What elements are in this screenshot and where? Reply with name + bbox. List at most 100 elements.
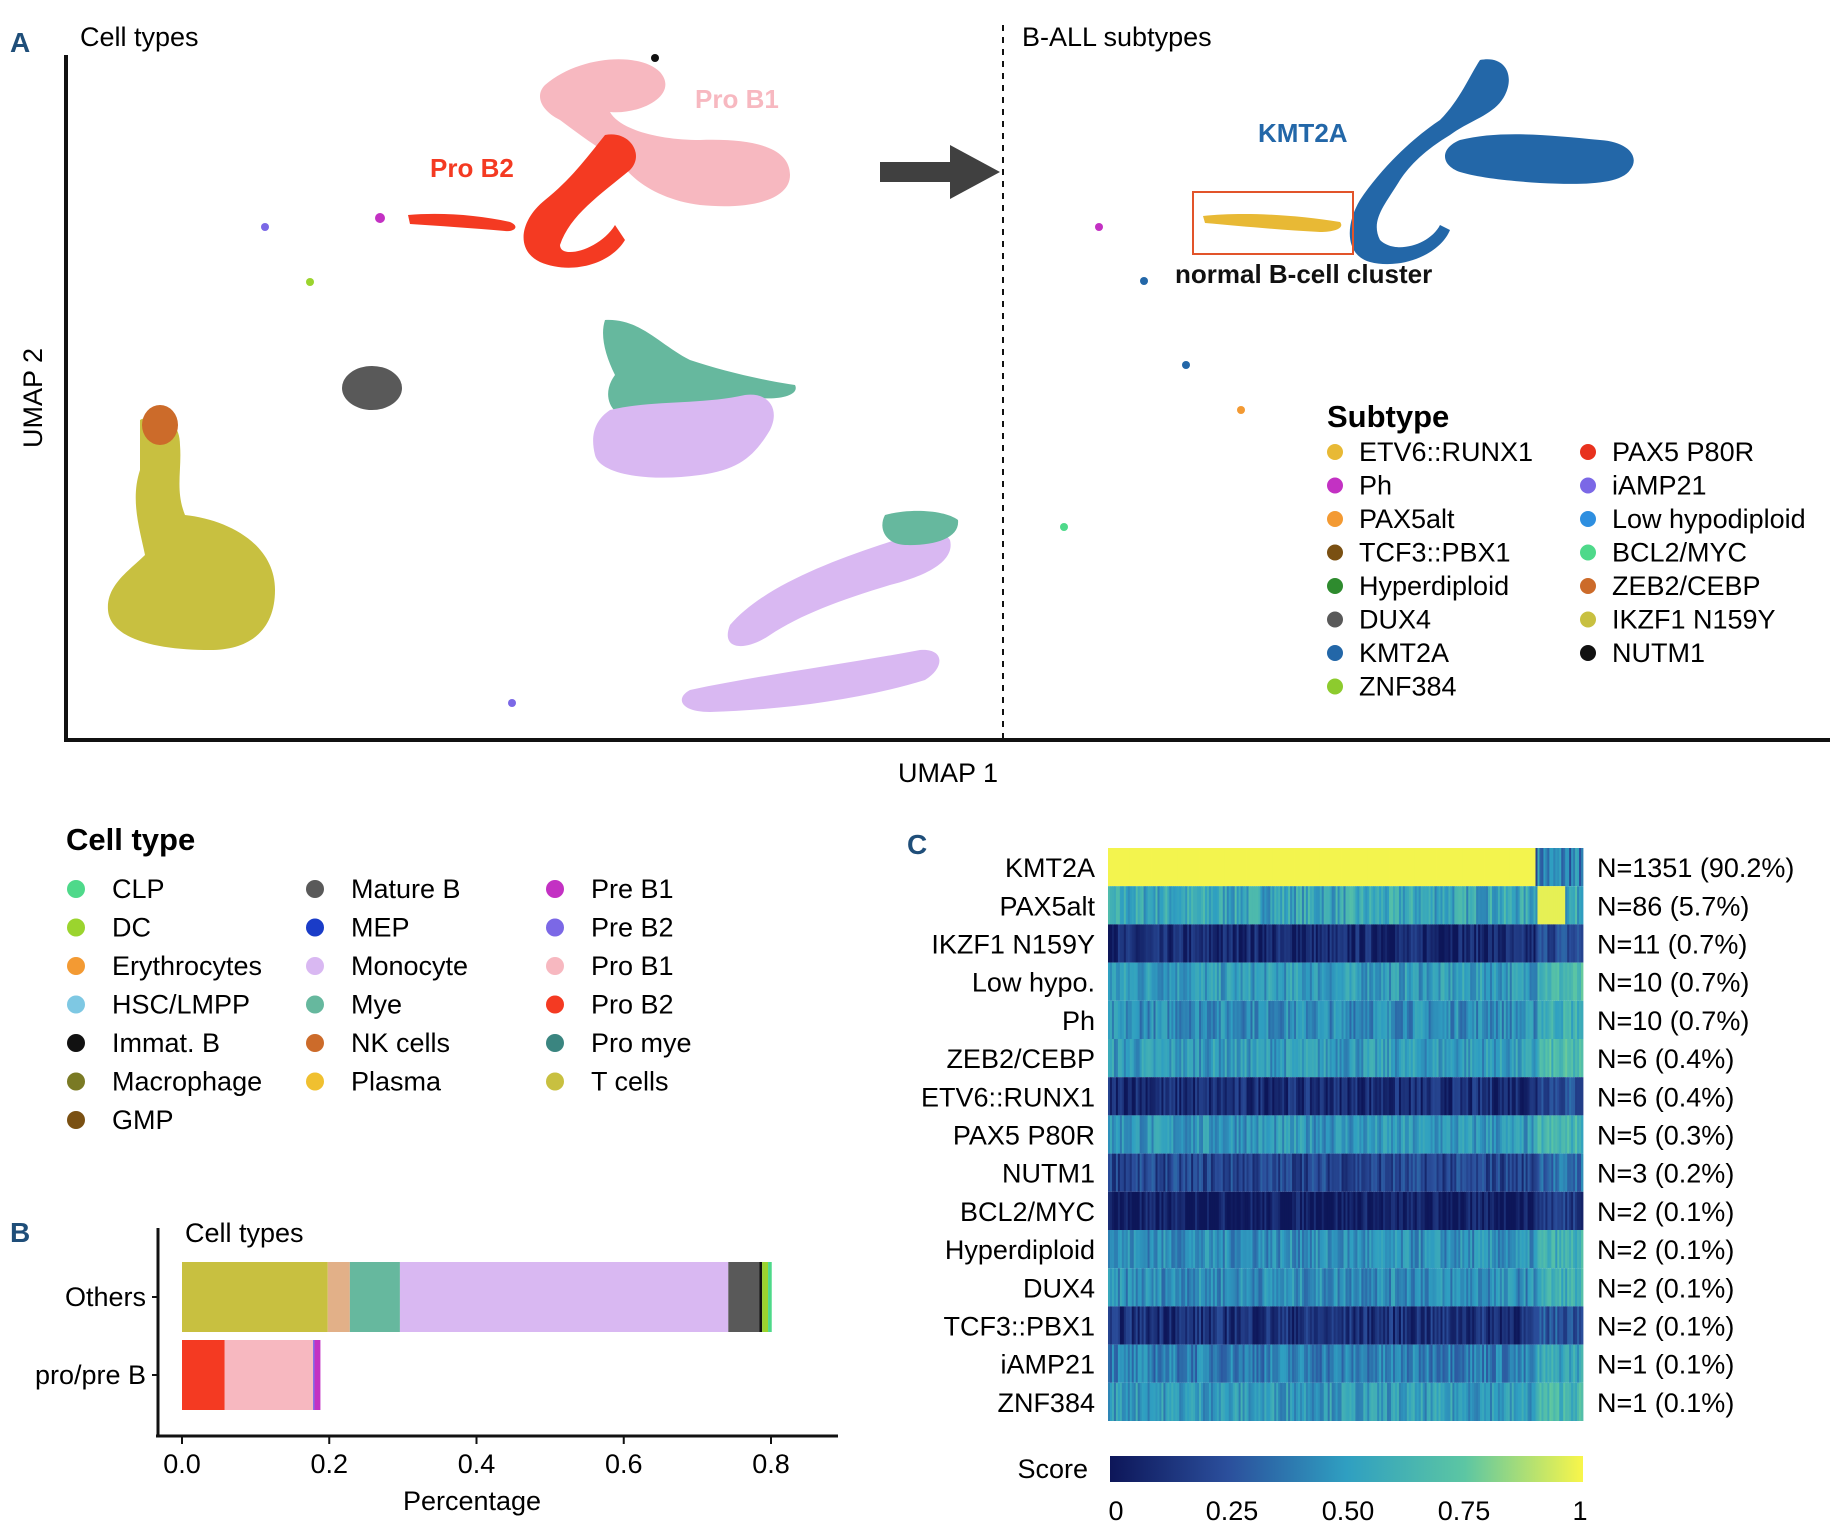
heat-cell (1298, 962, 1301, 1001)
heat-cell (1135, 848, 1139, 887)
heat-cell (1379, 1344, 1382, 1383)
heat-cell (1171, 1115, 1174, 1154)
heat-cell (1264, 886, 1267, 925)
heat-cell (1250, 962, 1253, 1001)
heat-cell (1238, 1344, 1242, 1383)
heat-cell (1422, 1039, 1426, 1078)
heat-cell (1389, 962, 1392, 1001)
heat-cell (1276, 924, 1279, 963)
heat-cell (1238, 1115, 1242, 1154)
heat-cell (1519, 1230, 1523, 1269)
heat-cell (1163, 1306, 1166, 1345)
heat-cell (1335, 1382, 1338, 1421)
heat-cell (1400, 1230, 1404, 1269)
heat-cell (1353, 1230, 1356, 1269)
heat-cell (1519, 1306, 1523, 1345)
heat-cell (1418, 1230, 1422, 1269)
heat-cell (1264, 1230, 1267, 1269)
heat-cell (1305, 924, 1309, 963)
heat-cell (1331, 848, 1335, 887)
heat-cell (1274, 1344, 1277, 1383)
heat-cell (1402, 1382, 1406, 1421)
heat-cell (1262, 886, 1265, 925)
heat-cell (1201, 1344, 1204, 1383)
heat-cell (1400, 924, 1404, 963)
heat-cell (1553, 1039, 1556, 1078)
heat-cell (1159, 962, 1162, 1001)
heat-cell (1187, 1077, 1190, 1116)
heat-cell (1234, 1306, 1238, 1345)
heat-cell (1282, 1000, 1285, 1039)
heat-cell (1569, 924, 1572, 963)
heat-cell (1254, 1039, 1257, 1078)
heat-cell (1288, 1077, 1291, 1116)
heat-cell (1428, 1077, 1432, 1116)
heat-cell (1573, 962, 1576, 1001)
heat-cell (1529, 1230, 1532, 1269)
heat-cell (1581, 886, 1584, 925)
heat-cell (1274, 962, 1277, 1001)
heat-cell (1561, 962, 1564, 1001)
heat-cell (1434, 924, 1437, 963)
heat-cell (1579, 924, 1582, 963)
heat-cell (1197, 1382, 1200, 1421)
heat-cell (1335, 962, 1338, 1001)
heat-cell (1452, 1306, 1455, 1345)
heat-cell (1284, 1306, 1287, 1345)
heat-cell (1119, 848, 1123, 887)
heat-cell (1246, 924, 1249, 963)
heat-cell (1108, 1191, 1111, 1230)
heat-cell (1513, 924, 1517, 963)
heat-cell (1175, 1000, 1178, 1039)
heat-cell (1129, 1382, 1133, 1421)
heat-cell (1456, 1268, 1459, 1307)
heat-cell (1420, 1382, 1424, 1421)
bar-segment (728, 1262, 760, 1332)
heat-cell (1418, 924, 1422, 963)
subtype-swatch (1327, 544, 1343, 561)
heat-cell (1575, 1115, 1578, 1154)
heat-cell (1379, 1382, 1382, 1421)
heat-cell (1537, 886, 1540, 925)
heat-cell (1404, 1344, 1408, 1383)
heat-cell (1371, 1306, 1374, 1345)
heat-cell (1383, 886, 1386, 925)
heat-cell (1509, 1230, 1513, 1269)
heat-cell (1575, 1344, 1578, 1383)
heat-cell (1117, 962, 1121, 1001)
heat-cell (1216, 886, 1220, 925)
heat-cell (1394, 962, 1398, 1001)
heat-cell (1420, 848, 1424, 887)
heat-cell (1183, 1191, 1186, 1230)
heat-cell (1418, 886, 1422, 925)
bar-segment (182, 1262, 328, 1332)
heat-cell (1499, 1115, 1503, 1154)
heat-cell (1505, 1306, 1509, 1345)
heat-cell (1197, 962, 1200, 1001)
heat-cell (1183, 1115, 1186, 1154)
heat-cell (1175, 1230, 1178, 1269)
heat-cell (1450, 1306, 1453, 1345)
heat-cell (1157, 1230, 1160, 1269)
heat-cell (1523, 1077, 1527, 1116)
heat-cell (1495, 1077, 1499, 1116)
heat-cell (1218, 962, 1222, 1001)
heat-cell (1143, 1306, 1147, 1345)
heat-cell (1121, 886, 1125, 925)
heat-cell (1296, 1268, 1299, 1307)
heat-cell (1311, 1000, 1315, 1039)
heat-cell (1333, 1306, 1337, 1345)
heat-cell (1393, 1000, 1396, 1039)
heat-cell (1476, 1000, 1479, 1039)
heat-cell (1238, 1000, 1242, 1039)
heat-cell (1371, 1077, 1374, 1116)
heat-cell (1468, 1115, 1471, 1154)
heat-cell (1416, 1153, 1420, 1192)
heat-cell (1557, 848, 1560, 887)
heat-cell (1573, 1344, 1576, 1383)
heat-cell (1398, 1230, 1402, 1269)
heat-cell (1553, 886, 1556, 925)
heat-cell (1230, 1344, 1234, 1383)
heat-cell (1139, 1306, 1143, 1345)
heat-cell (1414, 1039, 1418, 1078)
